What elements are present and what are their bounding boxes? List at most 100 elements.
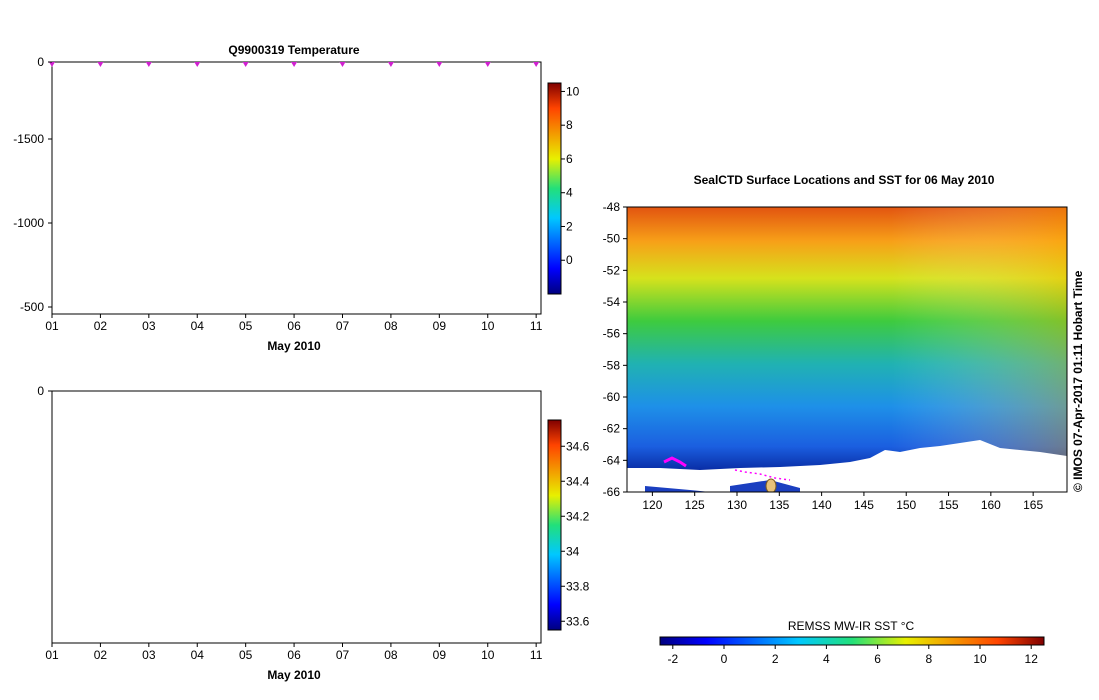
surface-marker (49, 62, 55, 67)
x-tick-label: 02 (94, 319, 108, 333)
surface-marker (242, 62, 249, 67)
temperature-colorbar (547, 82, 562, 295)
x-tick-label: 08 (384, 648, 398, 662)
y-tick-label: -1500 (13, 132, 44, 146)
x-tick-label: 07 (336, 648, 350, 662)
sst-colorbar-ticks: -2 0 2 4 6 8 10 12 (667, 645, 1038, 666)
map-x-tick-label: 140 (812, 498, 832, 512)
map-x-tick-label: 125 (685, 498, 705, 512)
x-tick-label: 06 (287, 648, 301, 662)
map-x-tick-label: 160 (981, 498, 1001, 512)
x-tick-label: 02 (94, 648, 108, 662)
surface-marker (97, 62, 104, 67)
map-y-tick-label: -56 (603, 327, 621, 341)
sst-colorbar-tick-label: 2 (772, 652, 779, 666)
colorbar-tick-label: 33.8 (566, 579, 590, 593)
map-y-tick-label: -52 (603, 263, 621, 277)
colorbar-tick-label: 34 (566, 544, 580, 558)
sst-colorbar (659, 636, 1045, 646)
x-tick-label: 05 (239, 319, 253, 333)
x-tick-label: 11 (530, 648, 543, 662)
temperature-title: Q9900319 Temperature (228, 43, 360, 57)
y-tick-label: -500 (20, 300, 44, 314)
salinity-axes-frame (51, 390, 542, 644)
temperature-colorbar-ticks: 10 8 6 4 2 0 (561, 84, 580, 267)
surface-marker (484, 62, 491, 67)
imos-credit: © IMOS 07-Apr-2017 01:11 Hobart Time (1071, 270, 1085, 492)
x-tick-label: 10 (481, 648, 495, 662)
surface-markers (49, 62, 540, 67)
map-x-tick-label: 150 (896, 498, 916, 512)
seal-track-2 (734, 469, 791, 481)
sst-map-title: SealCTD Surface Locations and SST for 06… (694, 173, 995, 187)
coastal-water-2 (730, 480, 800, 492)
salinity-colorbar (547, 419, 562, 631)
temperature-axes-frame (51, 61, 542, 315)
temperature-y-axis: 0-500-1000-1500 (37, 55, 52, 69)
surface-marker (339, 62, 346, 67)
y-tick-label: -1000 (13, 216, 44, 230)
x-tick-label: 08 (384, 319, 398, 333)
sst-map-y-axis: -48 -50 -52 -54 -56 -58 -60 -62 -64 -66 (603, 200, 627, 499)
x-tick-label: 10 (481, 319, 495, 333)
temperature-panel: Q9900319 Temperature 01 02 03 04 05 06 07 08 09 1… (37, 43, 580, 353)
map-x-tick-label: 155 (939, 498, 959, 512)
sst-colorbar-tick-label: 6 (874, 652, 881, 666)
sst-colorbar-tick-label: 10 (973, 652, 987, 666)
sea-ice-mask (627, 440, 1067, 492)
colorbar-tick-label: 34.6 (566, 439, 590, 453)
x-tick-label: 05 (239, 648, 253, 662)
x-tick-label: 07 (336, 319, 350, 333)
y-tick-label: 0 (37, 55, 44, 69)
salinity-panel: 01 02 03 04 05 06 07 08 09 10 11 0-500-1000-1500 M… (13, 132, 589, 682)
map-y-tick-label: -66 (603, 485, 621, 499)
map-y-tick-label: -60 (603, 390, 621, 404)
surface-marker (291, 62, 298, 67)
map-y-tick-label: -64 (603, 453, 621, 467)
x-tick-label: 09 (433, 648, 447, 662)
map-x-tick-label: 165 (1023, 498, 1043, 512)
salinity-colorbar-ticks: 34.6 34.4 34.2 34 33.8 33.6 (561, 439, 590, 628)
x-tick-label: 06 (287, 319, 301, 333)
colorbar-tick-label: 34.4 (566, 474, 590, 488)
map-x-tick-label: 130 (727, 498, 747, 512)
colorbar-tick-label: 6 (566, 152, 573, 166)
sst-colorbar-tick-label: 8 (925, 652, 932, 666)
salinity-x-axis: 01 02 03 04 05 06 07 08 09 10 11 (45, 643, 543, 662)
map-y-tick-label: -50 (603, 232, 621, 246)
colorbar-tick-label: 8 (566, 118, 573, 132)
x-tick-label: 03 (142, 648, 156, 662)
map-y-tick-label: -62 (603, 422, 621, 436)
sst-colorbar-tick-label: -2 (667, 652, 678, 666)
sst-field (627, 207, 1067, 492)
map-y-tick-label: -48 (603, 200, 621, 214)
colorbar-tick-label: 10 (566, 84, 580, 98)
surface-marker (533, 62, 540, 67)
temperature-xlabel: May 2010 (267, 339, 321, 353)
sst-colorbar-tick-label: 0 (721, 652, 728, 666)
land-patch (765, 478, 777, 492)
y-tick-label: 0 (37, 384, 44, 398)
map-x-tick-label: 135 (769, 498, 789, 512)
sst-map-panel: SealCTD Surface Locations and SST for 06… (603, 173, 1085, 666)
sst-colorbar-tick-label: 4 (823, 652, 830, 666)
surface-marker (194, 62, 201, 67)
colorbar-tick-label: 34.2 (566, 509, 590, 523)
surface-marker (436, 62, 443, 67)
surface-marker (387, 62, 394, 67)
x-tick-label: 11 (530, 319, 543, 333)
salinity-y-axis: 0 -500 -1000 -1500 (13, 132, 52, 398)
colorbar-tick-label: 2 (566, 219, 573, 233)
map-y-tick-label: -58 (603, 358, 621, 372)
map-x-tick-label: 120 (642, 498, 662, 512)
sst-map-frame (626, 206, 1068, 493)
temperature-x-axis: 01 02 03 04 05 06 07 08 09 10 11 (45, 314, 543, 333)
colorbar-tick-label: 33.6 (566, 614, 590, 628)
sst-warm-east (627, 207, 1067, 492)
coastal-water (645, 486, 710, 492)
sst-colorbar-label: REMSS MW-IR SST °C (788, 619, 915, 633)
map-y-tick-label: -54 (603, 295, 621, 309)
x-tick-label: 01 (45, 648, 59, 662)
surface-marker (145, 62, 152, 67)
